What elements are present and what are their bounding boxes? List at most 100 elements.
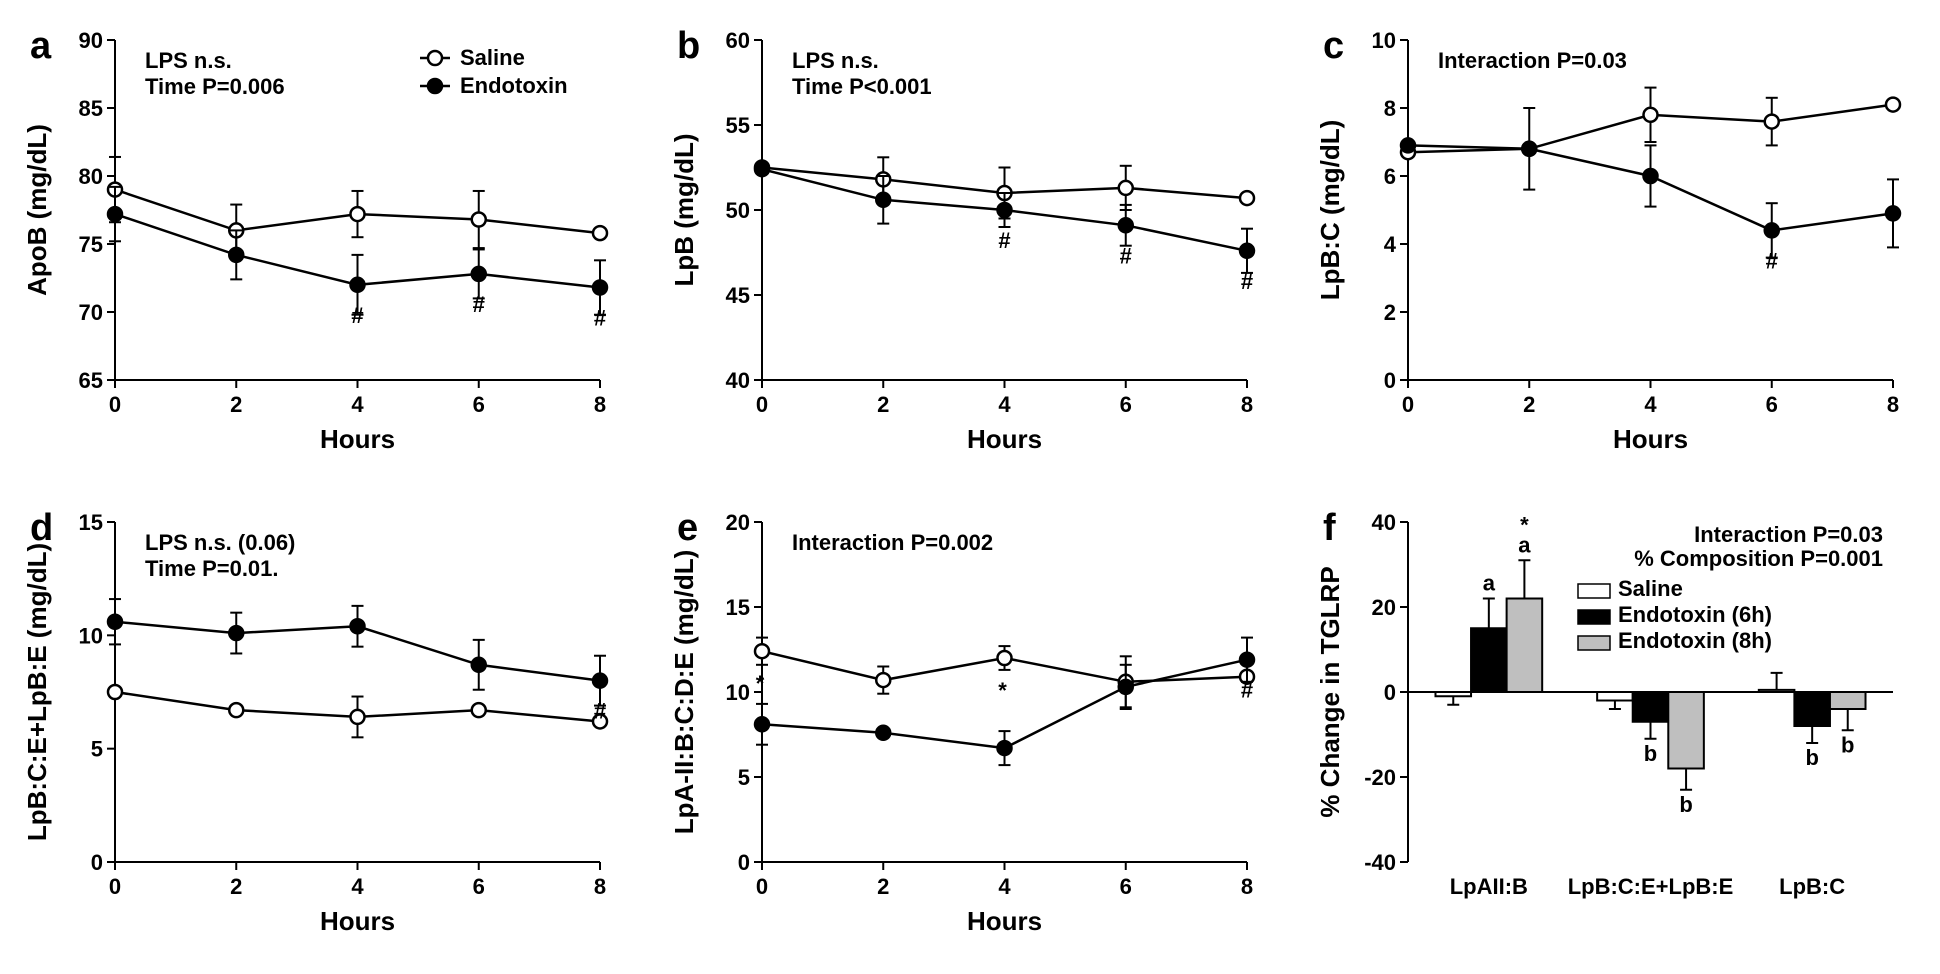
ylabel: LpB (mg/dL) xyxy=(669,133,699,286)
xtick-label: 8 xyxy=(594,392,606,417)
xlabel: Hours xyxy=(967,424,1042,454)
legend-label: Endotoxin (8h) xyxy=(1618,628,1772,653)
xtick-label: 8 xyxy=(594,874,606,899)
panel-b: b404550556002468HoursLpB (mg/dL)LPS n.s.… xyxy=(667,20,1274,472)
legend-saline: Saline xyxy=(460,45,525,70)
bar-letter: b xyxy=(1806,745,1819,770)
category-label: LpAII:B xyxy=(1450,874,1528,899)
legend-swatch xyxy=(1578,636,1610,650)
star-mark: * xyxy=(998,678,1007,703)
xlabel: Hours xyxy=(1613,424,1688,454)
panel-letter: f xyxy=(1323,507,1336,549)
panel-letter: a xyxy=(30,25,52,67)
endotoxin-marker xyxy=(472,267,486,281)
ylabel: ApoB (mg/dL) xyxy=(22,124,52,296)
hash-mark: # xyxy=(1241,269,1253,294)
ytick-label: 50 xyxy=(725,198,749,223)
endotoxin-marker xyxy=(229,248,243,262)
bar xyxy=(1633,692,1669,722)
endotoxin-marker xyxy=(1401,138,1415,152)
saline-marker xyxy=(593,226,607,240)
ytick-label: 2 xyxy=(1384,300,1396,325)
saline-marker xyxy=(755,644,769,658)
panel-c: c024681002468HoursLpB:C (mg/dL)Interacti… xyxy=(1313,20,1920,472)
ytick-label: 40 xyxy=(1372,510,1396,535)
ylabel: LpA-II:B:C:D:E (mg/dL) xyxy=(669,550,699,834)
panel-e: e0510152002468HoursLpA-II:B:C:D:E (mg/dL… xyxy=(667,502,1274,954)
panel-f: f-40-2002040% Change in TGLRPInteraction… xyxy=(1313,502,1920,954)
saline-marker xyxy=(229,703,243,717)
panel-letter: c xyxy=(1323,25,1344,67)
endotoxin-marker xyxy=(351,619,365,633)
hash-mark: # xyxy=(998,228,1010,253)
xtick-label: 2 xyxy=(230,392,242,417)
endotoxin-marker xyxy=(876,193,890,207)
ytick-label: 15 xyxy=(725,595,749,620)
hash-mark: # xyxy=(1766,248,1778,273)
ylabel: % Change in TGLRP xyxy=(1315,566,1345,817)
star-mark: * xyxy=(1520,512,1529,537)
category-label: LpB:C:E+LpB:E xyxy=(1568,874,1734,899)
panel-annotation: Time P<0.001 xyxy=(792,74,932,99)
ytick-label: 6 xyxy=(1384,164,1396,189)
ytick-label: -20 xyxy=(1365,765,1397,790)
ytick-label: 20 xyxy=(725,510,749,535)
bar xyxy=(1507,599,1543,693)
xtick-label: 4 xyxy=(998,874,1011,899)
endotoxin-marker xyxy=(593,674,607,688)
endotoxin-marker xyxy=(876,726,890,740)
saline-marker xyxy=(1765,115,1779,129)
ytick-label: 15 xyxy=(79,510,103,535)
ylabel: LpB:C:E+LpB:E (mg/dL) xyxy=(22,543,52,841)
endotoxin-marker xyxy=(1118,680,1132,694)
endotoxin-marker xyxy=(351,278,365,292)
xtick-label: 0 xyxy=(756,874,768,899)
ytick-label: -40 xyxy=(1365,850,1397,875)
category-label: LpB:C xyxy=(1780,874,1846,899)
endotoxin-marker xyxy=(1240,244,1254,258)
panel-annotation: LPS n.s. xyxy=(145,48,232,73)
endotoxin-marker xyxy=(997,203,1011,217)
ytick-label: 0 xyxy=(737,850,749,875)
figure-grid: a65707580859002468HoursApoB (mg/dL)LPS n… xyxy=(20,20,1920,954)
saline-marker xyxy=(1118,181,1132,195)
legend-endotoxin: Endotoxin xyxy=(460,73,568,98)
ytick-label: 4 xyxy=(1384,232,1397,257)
saline-marker xyxy=(108,685,122,699)
endotoxin-marker xyxy=(229,626,243,640)
bar xyxy=(1830,692,1866,709)
xtick-label: 4 xyxy=(1645,392,1658,417)
endotoxin-marker xyxy=(593,281,607,295)
endotoxin-marker xyxy=(1118,218,1132,232)
ytick-label: 5 xyxy=(91,737,103,762)
endotoxin-marker xyxy=(1644,169,1658,183)
xlabel: Hours xyxy=(967,906,1042,936)
legend-label: Endotoxin (6h) xyxy=(1618,602,1772,627)
xtick-label: 4 xyxy=(351,392,364,417)
panel-annotation: Time P=0.01. xyxy=(145,556,279,581)
hash-mark: # xyxy=(1241,678,1253,703)
ytick-label: 0 xyxy=(1384,680,1396,705)
panel-annotation: Interaction P=0.002 xyxy=(792,530,993,555)
panel-d: d05101502468HoursLpB:C:E+LpB:E (mg/dL)LP… xyxy=(20,502,627,954)
saline-marker xyxy=(351,207,365,221)
xlabel: Hours xyxy=(320,424,395,454)
saline-marker xyxy=(351,710,365,724)
bar xyxy=(1669,692,1705,769)
ylabel: LpB:C (mg/dL) xyxy=(1315,120,1345,301)
legend-swatch xyxy=(1578,584,1610,598)
saline-marker xyxy=(472,703,486,717)
xtick-label: 6 xyxy=(473,392,485,417)
panel-a: a65707580859002468HoursApoB (mg/dL)LPS n… xyxy=(20,20,627,472)
xtick-label: 0 xyxy=(1402,392,1414,417)
panel-annotation: LPS n.s. xyxy=(792,48,879,73)
ytick-label: 90 xyxy=(79,28,103,53)
ytick-label: 10 xyxy=(79,623,103,648)
bar-letter: a xyxy=(1483,571,1496,596)
bar xyxy=(1471,628,1507,692)
panel-annotation: Interaction P=0.03 xyxy=(1694,522,1883,547)
xtick-label: 8 xyxy=(1241,392,1253,417)
panel-annotation: Interaction P=0.03 xyxy=(1438,48,1627,73)
endotoxin-marker xyxy=(1765,223,1779,237)
panel-annotation: LPS n.s. (0.06) xyxy=(145,530,295,555)
